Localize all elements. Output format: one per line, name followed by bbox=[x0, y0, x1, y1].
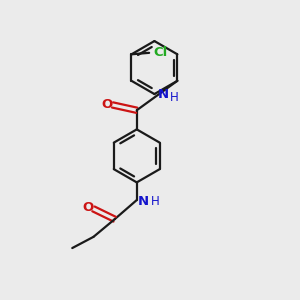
Text: Cl: Cl bbox=[154, 46, 168, 59]
Text: H: H bbox=[170, 92, 179, 104]
Text: O: O bbox=[82, 201, 94, 214]
Text: O: O bbox=[102, 98, 113, 111]
Text: N: N bbox=[158, 88, 169, 100]
Text: N: N bbox=[138, 195, 149, 208]
Text: H: H bbox=[151, 195, 159, 208]
